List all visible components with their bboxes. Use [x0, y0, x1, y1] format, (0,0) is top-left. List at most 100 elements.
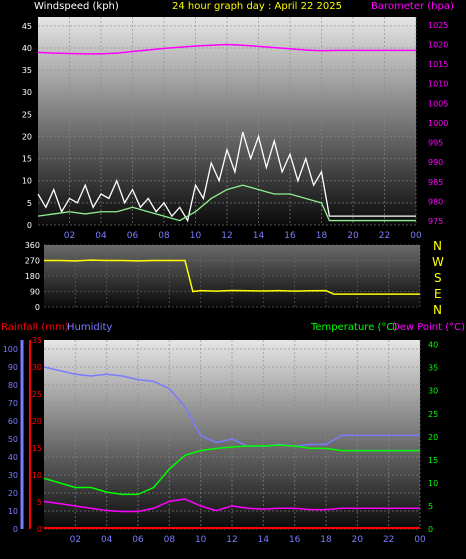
compass-n-top: N — [433, 239, 442, 253]
rain-tick-label: 15 — [32, 444, 42, 453]
compass-w: W — [432, 255, 444, 269]
x-tick-label: 14 — [258, 535, 270, 545]
x-tick-label: 06 — [127, 231, 139, 241]
x-tick-label: 22 — [379, 231, 390, 241]
humidity-tick-label: 30 — [8, 471, 18, 480]
y-tick-label: 0 — [27, 221, 32, 230]
x-tick-label: 16 — [289, 535, 301, 545]
x-tick-label: 00 — [414, 535, 426, 545]
humidity-tick-label: 80 — [8, 381, 18, 390]
temp-tick-label: 25 — [428, 410, 438, 419]
humidity-tick-label: 40 — [8, 453, 18, 462]
temp-tick-label: 30 — [428, 387, 438, 396]
y2-tick-label: 1005 — [428, 99, 448, 108]
rain-tick-label: 30 — [32, 363, 42, 372]
y-tick-label: 40 — [22, 44, 32, 53]
y2-tick-label: 990 — [428, 158, 443, 167]
direction-tick-label: 0 — [35, 303, 40, 312]
x-tick-label: 00 — [410, 231, 422, 241]
y-tick-label: 15 — [22, 155, 32, 164]
temperature-line — [43, 444, 420, 496]
x-tick-label: 20 — [347, 231, 359, 241]
y-tick-label: 35 — [22, 66, 32, 75]
rain-tick-label: 20 — [32, 417, 42, 426]
y-tick-label: 10 — [22, 177, 32, 186]
direction-tick-label: 270 — [25, 257, 40, 266]
compass-s: S — [434, 271, 442, 285]
x-tick-label: 18 — [320, 535, 332, 545]
y-tick-label: 30 — [22, 88, 32, 97]
y-tick-label: 20 — [22, 132, 32, 141]
y2-tick-label: 1025 — [428, 21, 448, 30]
direction-grid — [44, 244, 421, 308]
x-tick-label: 10 — [195, 535, 207, 545]
x-tick-label: 06 — [132, 535, 144, 545]
dewpoint-line — [43, 498, 420, 513]
x-tick-label: 20 — [352, 535, 364, 545]
x-tick-label: 04 — [95, 231, 107, 241]
x-tick-label: 02 — [64, 231, 75, 241]
humidity-tick-label: 70 — [8, 399, 18, 408]
x-tick-label: 08 — [158, 231, 170, 241]
series-layer — [37, 43, 420, 529]
rainfall-label: Rainfall (mm) — [1, 322, 69, 333]
compass-n-bottom: N — [433, 303, 442, 317]
direction-line — [44, 259, 420, 295]
x-tick-label: 14 — [253, 231, 265, 241]
compass-e: E — [434, 287, 442, 301]
x-tick-label: 10 — [190, 231, 202, 241]
temp-tick-label: 5 — [428, 502, 433, 511]
windspeed-label: Windspeed (kph) — [34, 1, 119, 12]
y2-tick-label: 1015 — [428, 60, 448, 69]
windspeed-line — [37, 131, 416, 223]
temp-tick-label: 20 — [428, 433, 438, 442]
humidity-tick-label: 50 — [8, 435, 18, 444]
y2-tick-label: 995 — [428, 139, 443, 148]
y2-tick-label: 1000 — [428, 119, 448, 128]
rain-tick-label: 10 — [32, 471, 42, 480]
x-tick-label: 22 — [383, 535, 394, 545]
y-tick-label: 25 — [22, 110, 32, 119]
y2-tick-label: 1010 — [428, 80, 448, 89]
x-tick-label: 12 — [226, 535, 237, 545]
y-tick-label: 45 — [22, 22, 32, 31]
axis-ticks: 02 04 06 08 10 12 14 16 18 20 22 000510152025303540… — [3, 21, 449, 545]
x-tick-label: 16 — [284, 231, 296, 241]
rain-tick-label: 5 — [37, 498, 42, 507]
temp-tick-label: 10 — [428, 479, 438, 488]
x-tick-label: 02 — [70, 535, 81, 545]
y2-tick-label: 980 — [428, 197, 443, 206]
x-tick-label: 18 — [316, 231, 328, 241]
humidity-tick-label: 20 — [8, 489, 18, 498]
direction-tick-label: 90 — [30, 288, 40, 297]
humidity-line — [43, 366, 420, 447]
y2-tick-label: 985 — [428, 178, 443, 187]
x-tick-label: 08 — [164, 535, 176, 545]
temp-tick-label: 15 — [428, 456, 438, 465]
x-tick-label: 04 — [101, 535, 113, 545]
humidity-tick-label: 60 — [8, 417, 18, 426]
temperature-label: Temperature (°C) — [310, 322, 397, 333]
barometer-line — [37, 43, 416, 55]
direction-tick-label: 360 — [25, 241, 40, 250]
temp-tick-label: 0 — [428, 525, 433, 534]
temp-tick-label: 40 — [428, 341, 438, 350]
temp-grid — [44, 340, 421, 530]
barometer-label: Barometer (hpa) — [371, 1, 454, 12]
humidity-tick-label: 0 — [13, 525, 18, 534]
humidity-tick-label: 100 — [3, 345, 18, 354]
rain-tick-label: 0 — [37, 525, 42, 534]
humidity-label: Humidity — [67, 322, 112, 333]
dewpoint-label: Dew Point (°C) — [392, 322, 465, 333]
direction-tick-label: 180 — [25, 272, 40, 281]
y2-tick-label: 1020 — [428, 40, 448, 49]
temp-tick-label: 35 — [428, 364, 438, 373]
graph-title: 24 hour graph day : April 22 2025 — [172, 1, 342, 12]
humidity-tick-label: 90 — [8, 363, 18, 372]
y-tick-label: 5 — [27, 199, 32, 208]
average-line — [37, 184, 416, 222]
humidity-tick-label: 10 — [8, 507, 18, 516]
x-tick-label: 12 — [221, 231, 232, 241]
y2-tick-label: 975 — [428, 217, 443, 226]
